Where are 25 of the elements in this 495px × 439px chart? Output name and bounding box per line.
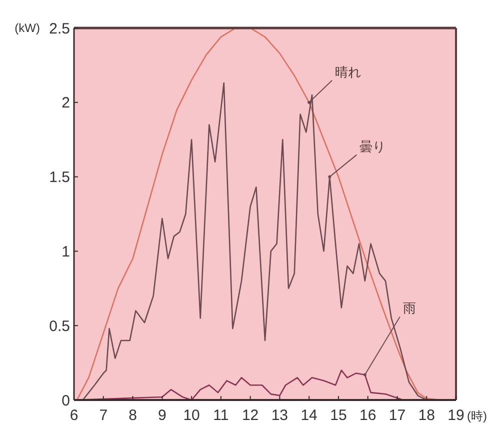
text: 晴れ <box>335 64 362 80</box>
x-tick-label: 19 <box>448 407 464 424</box>
x-tick-label: 11 <box>213 407 229 424</box>
x-tick-label: 7 <box>99 407 108 424</box>
x-tick-label: 9 <box>158 407 166 424</box>
y-tick-label: 2 <box>62 94 70 112</box>
y-tick-label: 1.5 <box>49 169 70 186</box>
x-tick-label: 6 <box>70 407 78 424</box>
x-tick-label: 17 <box>388 407 406 424</box>
y-tick-label: 0 <box>62 392 70 410</box>
y-tick-label: 1 <box>62 243 70 260</box>
y-tick-label: 2.5 <box>49 20 70 38</box>
x-tick-label: 13 <box>271 407 288 424</box>
x-tick-label: 10 <box>183 407 200 424</box>
text: 雨 <box>402 300 416 316</box>
x-tick-label: 15 <box>330 407 347 424</box>
x-tick-label: 12 <box>242 407 259 424</box>
y-tick-label: 0.5 <box>49 318 70 335</box>
x-axis-title: (時) <box>467 409 487 423</box>
x-tick-label: 8 <box>128 407 137 424</box>
x-tick-label: 16 <box>360 407 376 424</box>
x-tick-label: 14 <box>300 407 318 424</box>
text: 曇り <box>360 138 386 154</box>
x-tick-label: 18 <box>418 407 435 424</box>
y-axis-title: (kW) <box>14 21 40 36</box>
